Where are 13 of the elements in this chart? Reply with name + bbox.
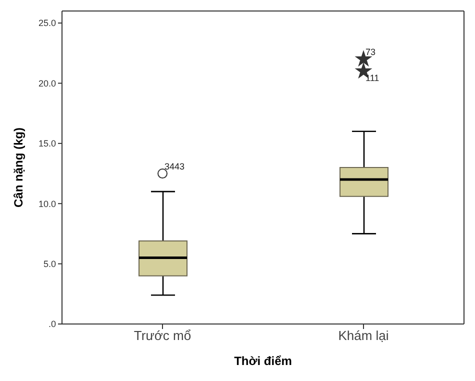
y-tick-label: 5.0: [43, 259, 56, 270]
x-axis-title: Thời điểm: [234, 354, 292, 368]
x-tick-label: Khám lại: [338, 328, 389, 344]
annotation: 73: [366, 47, 376, 58]
annotation: 3443: [164, 162, 185, 172]
y-tick-label: 25.0: [38, 18, 56, 28]
y-tick-label: .0: [48, 319, 56, 330]
annotation: 111: [366, 73, 380, 84]
y-tick-label: 15.0: [38, 138, 56, 149]
x-tick-label: Trước mổ: [134, 328, 192, 344]
y-tick-label: 20.0: [38, 78, 56, 88]
y-axis-title: Cân nặng (kg): [11, 128, 26, 208]
y-tick-label: 10.0: [38, 198, 56, 209]
